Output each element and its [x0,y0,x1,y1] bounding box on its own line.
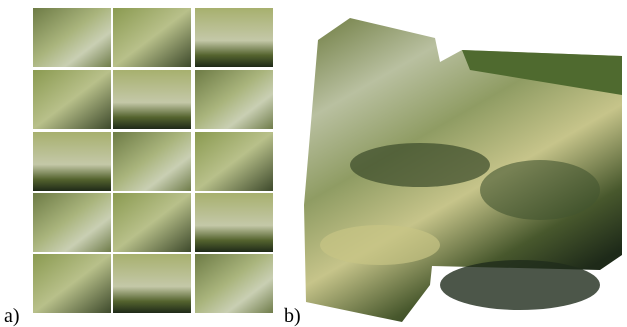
thumbnail [33,193,111,252]
panel-label: a) [4,305,20,327]
figure: a) b) [0,0,627,327]
thumbnail [195,8,273,67]
algae-patch [440,260,600,310]
thumbnail [113,8,191,67]
panel-label: b) [284,305,301,327]
algae-patch [350,143,490,187]
thumbnail-grid [33,8,273,313]
thumbnail [33,8,111,67]
thumbnail [113,70,191,129]
thumbnail [195,254,273,313]
thumbnail [195,132,273,191]
mosaic [304,18,622,322]
thumbnail [113,193,191,252]
thumbnail [33,254,111,313]
thumbnail [195,193,273,252]
thumbnail [113,132,191,191]
thumbnail [33,70,111,129]
thumbnail [33,132,111,191]
thumbnail [113,254,191,313]
algae-patch [320,225,440,265]
algae-patch [480,160,600,220]
thumbnail [195,70,273,129]
